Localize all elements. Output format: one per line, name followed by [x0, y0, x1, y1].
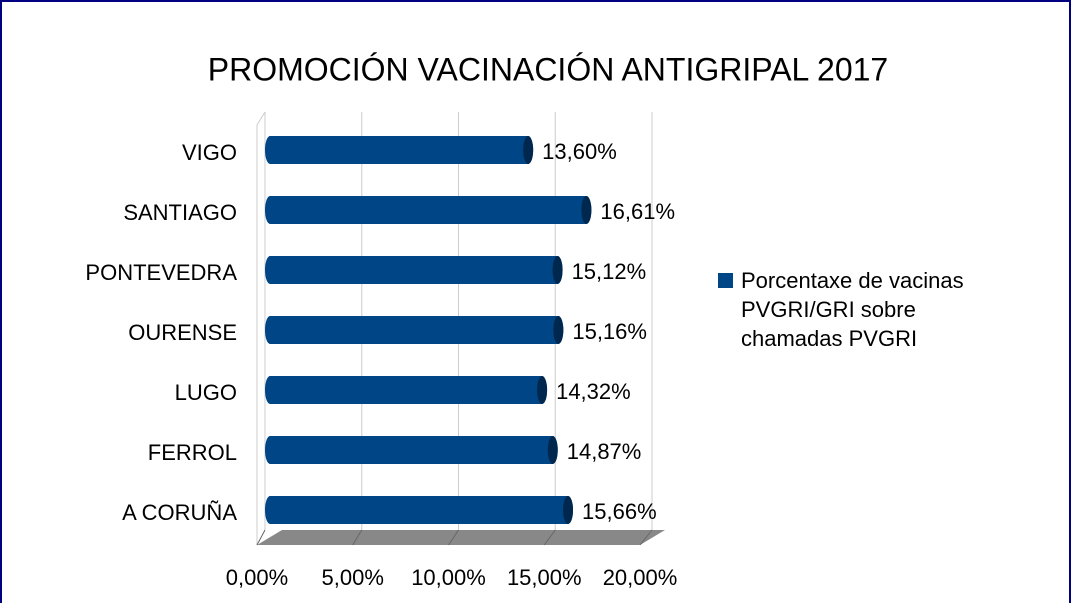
bar-cap [553, 316, 564, 344]
bar [265, 196, 592, 224]
bar-cap [563, 496, 574, 524]
value-label: 15,12% [572, 259, 647, 284]
floor-tick [639, 529, 653, 546]
x-tick-label: 20,00% [603, 565, 678, 590]
bar [265, 256, 563, 284]
chart-title: PROMOCIÓN VACINACIÓN ANTIGRIPAL 2017 [208, 51, 888, 87]
x-tick-label: 10,00% [411, 565, 486, 590]
value-label: 16,61% [600, 199, 675, 224]
bar [265, 316, 564, 344]
bar [265, 496, 574, 524]
floor-tick [448, 529, 459, 546]
bar-cap [547, 436, 558, 464]
bar [265, 376, 548, 404]
side-wall [256, 111, 266, 545]
y-tick-label: SANTIAGO [123, 200, 237, 225]
y-tick-label: VIGO [182, 140, 237, 165]
floor-tick [256, 529, 266, 546]
y-tick-label: A CORUÑA [122, 500, 237, 525]
legend-label: Porcentaxe de vacinas PVGRI/GRI sobre ch… [741, 268, 964, 351]
bar [265, 136, 534, 164]
y-tick-label: PONTEVEDRA [85, 260, 237, 285]
x-tick-label: 0,00% [226, 565, 288, 590]
legend: Porcentaxe de vacinas PVGRI/GRI sobre ch… [718, 266, 1008, 353]
value-label: 15,66% [582, 499, 657, 524]
y-tick-label: LUGO [175, 380, 237, 405]
bar-cap [552, 256, 563, 284]
y-tick-label: FERROL [148, 440, 237, 465]
bar-cap [581, 196, 592, 224]
bar-cap [537, 376, 548, 404]
value-label: 14,87% [567, 439, 642, 464]
floor-tick [352, 529, 363, 546]
value-label: 14,32% [556, 379, 631, 404]
floor [257, 530, 665, 545]
x-tick-label: 5,00% [322, 565, 384, 590]
value-label: 15,16% [572, 319, 647, 344]
value-label: 13,60% [542, 139, 617, 164]
legend-swatch [718, 273, 733, 288]
bar-cap [523, 136, 534, 164]
floor-tick [543, 529, 556, 546]
bar [265, 436, 558, 464]
y-tick-label: OURENSE [128, 320, 237, 345]
x-tick-label: 15,00% [507, 565, 582, 590]
